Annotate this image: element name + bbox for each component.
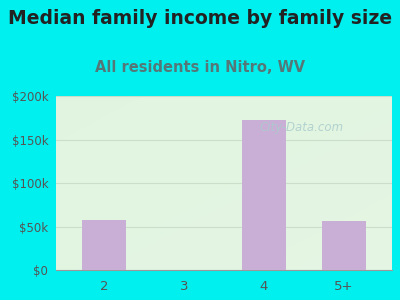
Text: Median family income by family size: Median family income by family size — [8, 9, 392, 28]
Text: All residents in Nitro, WV: All residents in Nitro, WV — [95, 60, 305, 75]
Bar — [82, 220, 126, 270]
Text: City-Data.com: City-Data.com — [259, 121, 343, 134]
Bar — [242, 120, 286, 270]
Bar — [322, 221, 366, 270]
